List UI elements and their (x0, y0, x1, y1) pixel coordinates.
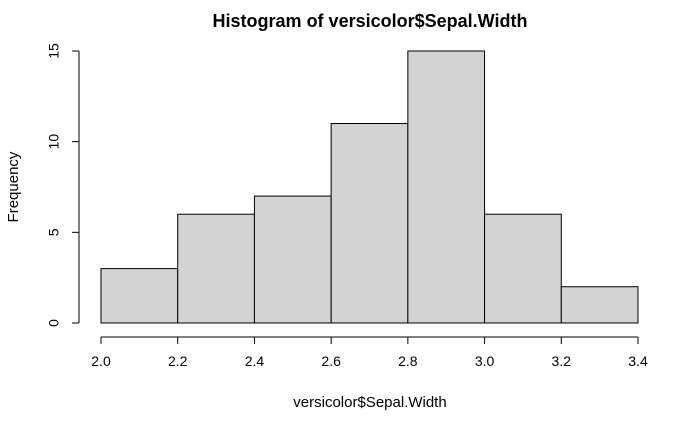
y-tick-label: 5 (46, 228, 62, 236)
histogram-bar-1 (177, 213, 255, 324)
x-axis: 2.0 2.2 2.4 2.6 2.8 3.0 3.2 3.4 (91, 336, 648, 369)
y-tick-label: 15 (46, 43, 62, 59)
histogram-bar-3 (330, 123, 409, 324)
histogram-bar-5 (484, 213, 562, 324)
histogram-bar-6 (560, 286, 639, 324)
x-tick-label: 3.0 (475, 353, 495, 369)
x-tick-label: 2.0 (91, 353, 111, 369)
x-tick-label: 3.2 (552, 353, 572, 369)
y-tick-label: 0 (46, 319, 62, 327)
x-tick-label: 2.8 (398, 353, 418, 369)
bars-layer (100, 50, 639, 324)
histogram-bar-0 (100, 268, 179, 324)
x-tick-label: 3.4 (628, 353, 648, 369)
y-tick-label: 10 (46, 134, 62, 150)
y-axis-label: Frequency (5, 151, 22, 222)
x-axis-label: versicolor$Sepal.Width (293, 394, 446, 411)
x-tick-label: 2.4 (245, 353, 265, 369)
histogram-bar-2 (253, 195, 332, 324)
y-axis: 0 5 10 15 (46, 43, 80, 327)
histogram-bar-4 (407, 50, 486, 324)
chart-title: Histogram of versicolor$Sepal.Width (213, 11, 528, 31)
x-tick-label: 2.6 (321, 353, 341, 369)
x-tick-label: 2.2 (168, 353, 188, 369)
